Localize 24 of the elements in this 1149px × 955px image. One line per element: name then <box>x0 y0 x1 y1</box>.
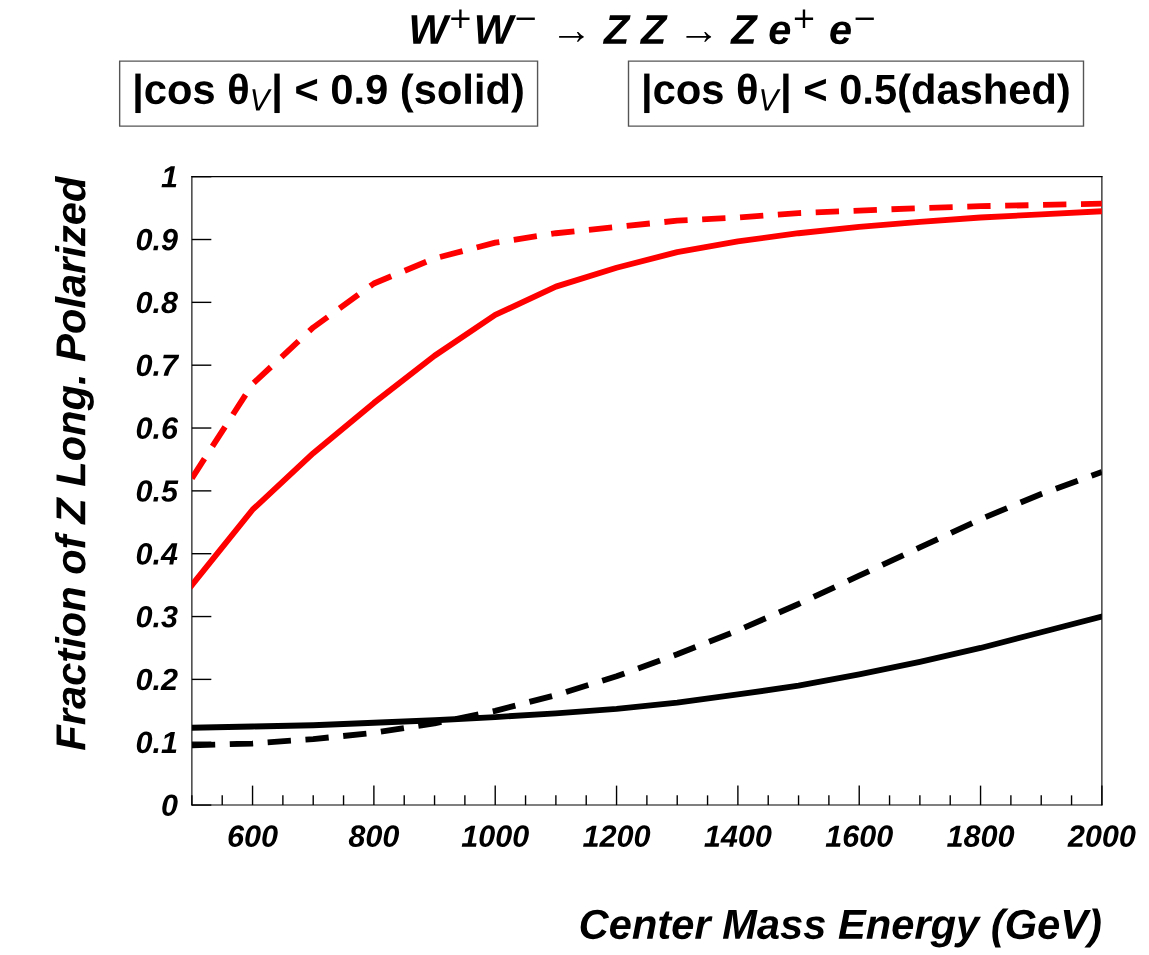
y-tick-label: 1 <box>161 166 177 188</box>
y-tick-label: 0.7 <box>136 354 180 377</box>
text: |cos θ$_{V}$| < 0.5(dashed) <box>644 73 1069 114</box>
x-tick-label: 1400 <box>704 825 772 847</box>
y-tick-label: 0.5 <box>136 480 179 502</box>
x-tick-label: 1200 <box>583 825 651 847</box>
y-tick-label: 0.1 <box>136 731 177 754</box>
text: |cos θ$_{V}$| < 0.9 (solid) <box>135 73 523 114</box>
x-tick-label: 2000 <box>1067 825 1136 847</box>
chart-title: W$^{+}$W$^{−}$ → Z Z → Z e$^{+}$ e$^{−}$ <box>411 9 874 45</box>
y-axis-title: Fraction of Z Long. Polarized <box>55 175 94 750</box>
x-tick-label: 600 <box>228 825 278 847</box>
x-tick-label: 1800 <box>947 825 1015 847</box>
x-tick-label: 1000 <box>461 825 529 847</box>
x-tick-label: 1600 <box>825 825 893 847</box>
x-axis-title: Center Mass Energy (GeV) <box>580 908 1101 948</box>
y-tick-label: 0.3 <box>136 605 178 628</box>
x-tick-label: 800 <box>348 825 400 847</box>
y-tick-label: 0.8 <box>136 291 178 314</box>
y-tick-label: 0.2 <box>136 668 178 691</box>
y-tick-label: 0.6 <box>136 417 179 440</box>
y-tick-label: 0 <box>162 794 178 817</box>
y-tick-label: 0.4 <box>136 543 178 565</box>
y-tick-label: 0.9 <box>136 228 178 251</box>
